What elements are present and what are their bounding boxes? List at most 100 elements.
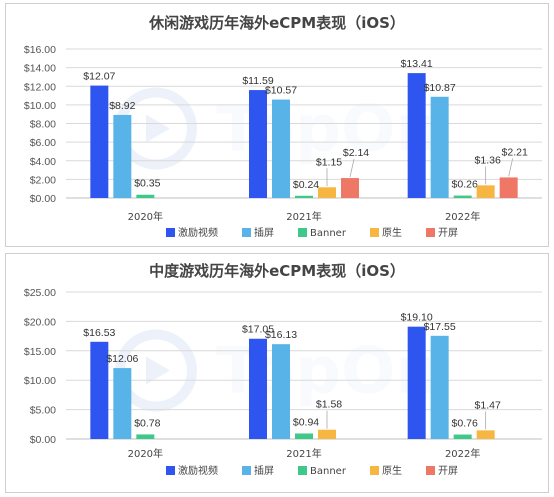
data-label-leader [508, 158, 514, 177]
legend-swatch [370, 228, 379, 237]
y-tick-label: $4.00 [30, 156, 56, 168]
data-label: $10.87 [424, 82, 456, 94]
legend-swatch [370, 466, 379, 475]
legend-label: Banner [310, 466, 347, 477]
data-label: $11.59 [242, 75, 273, 87]
bar-3-1 [318, 187, 336, 198]
data-label: $0.76 [452, 418, 478, 430]
legend-swatch [166, 466, 175, 475]
legend-label: 开屏 [438, 227, 458, 239]
y-tick-label: $14.00 [24, 63, 56, 75]
data-label: $12.06 [106, 353, 138, 365]
legend-swatch [298, 228, 307, 237]
y-tick-label: $10.00 [24, 375, 56, 387]
bar-3-2 [476, 430, 495, 439]
data-label: $1.58 [316, 399, 342, 411]
bar-2-1 [295, 433, 313, 439]
data-label: $1.15 [316, 156, 342, 168]
data-label: $1.47 [475, 399, 501, 411]
x-tick-label: 2020年 [128, 210, 163, 223]
y-tick-label: $16.00 [24, 44, 56, 56]
watermark-logo-arrow [146, 114, 170, 143]
casual-games-ecpm-chart: TopOn休闲游戏历年海外eCPM表现（iOS）$0.00$2.00$4.00$… [24, 14, 542, 239]
legend-swatch [242, 228, 251, 237]
y-tick-label: $2.00 [30, 174, 56, 186]
data-label: $0.26 [452, 179, 478, 191]
data-label: $19.10 [401, 312, 433, 324]
legend-label: 激励视频 [178, 226, 218, 239]
y-tick-label: $8.00 [30, 119, 56, 131]
midcore-games-chart-panel: TopOn 中度游戏历年海外eCPM表现（iOS） $0.00 $5.00 $10.00… [5, 253, 549, 493]
x-tick-label: 2020年 [128, 447, 163, 460]
legend-label: 激励视频 [178, 464, 218, 477]
bar-2-2 [453, 195, 472, 198]
bar-0-1 [249, 90, 267, 198]
bar-1-1 [272, 99, 290, 198]
bar-0-2 [407, 73, 426, 198]
data-label: $10.57 [265, 85, 297, 97]
x-tick-label: 2022年 [445, 447, 480, 460]
bar-0-0 [90, 85, 109, 198]
bar-0-2 [407, 326, 426, 439]
y-tick-label: $5.00 [30, 405, 56, 417]
data-label: $13.41 [401, 58, 433, 70]
legend-label: 原生 [382, 226, 402, 239]
data-label: $0.24 [293, 179, 319, 191]
bar-1-2 [430, 335, 449, 439]
data-label-leader [349, 158, 355, 178]
legend-swatch [298, 466, 307, 475]
bar-0-1 [249, 338, 267, 439]
bar-4-1 [341, 178, 359, 198]
data-label: $16.13 [265, 329, 297, 341]
bar-1-2 [430, 96, 449, 198]
data-label: $1.36 [475, 154, 501, 166]
legend-swatch [166, 228, 175, 237]
y-tick-label: $0.00 [30, 193, 56, 205]
bar-1-0 [113, 368, 132, 439]
watermark-logo-arrow [146, 356, 170, 385]
legend-swatch [426, 228, 435, 237]
data-label: $2.21 [502, 146, 528, 158]
legend-swatch [242, 466, 251, 475]
data-label: $0.94 [293, 416, 319, 428]
bar-0-0 [90, 341, 109, 439]
bar-2-2 [453, 434, 472, 439]
legend-label: 插屏 [254, 464, 274, 477]
y-tick-label: $15.00 [24, 346, 56, 358]
y-tick-label: $0.00 [30, 434, 56, 446]
bar-2-0 [136, 434, 155, 439]
y-tick-label: $12.00 [24, 81, 56, 93]
data-label: $16.53 [83, 327, 115, 339]
data-label: $0.78 [134, 417, 160, 429]
data-label: $0.35 [134, 178, 160, 190]
data-label: $12.07 [83, 71, 115, 83]
casual-games-chart-panel: TopOn 休闲游戏历年海外eCPM表现（iOS） $0.00 $2.00 $4.00 $… [5, 3, 549, 247]
legend-label: 原生 [382, 464, 402, 477]
bar-3-1 [318, 429, 336, 439]
bar-2-1 [295, 195, 313, 198]
midcore-games-ecpm-chart: TopOn中度游戏历年海外eCPM表现（iOS）$0.00$5.00$10.00… [24, 262, 542, 477]
y-tick-label: $10.00 [24, 100, 56, 112]
legend-label: 插屏 [254, 226, 274, 239]
bar-1-1 [272, 344, 290, 439]
bar-1-0 [113, 114, 132, 198]
bar-2-0 [136, 194, 155, 198]
chart-title: 休闲游戏历年海外eCPM表现（iOS） [148, 14, 405, 32]
x-tick-label: 2021年 [286, 447, 321, 460]
x-tick-label: 2022年 [445, 210, 480, 223]
legend-swatch [426, 466, 435, 475]
y-tick-label: $20.00 [24, 316, 56, 328]
bar-3-2 [476, 185, 495, 198]
legend-label: 开屏 [438, 465, 458, 477]
data-label: $17.55 [424, 321, 456, 333]
y-tick-label: $6.00 [30, 137, 56, 149]
legend-label: Banner [310, 228, 347, 239]
data-label: $2.14 [343, 147, 369, 159]
data-label: $8.92 [109, 100, 135, 112]
bar-4-2 [499, 177, 518, 198]
chart-title: 中度游戏历年海外eCPM表现（iOS） [149, 262, 405, 280]
y-tick-label: $25.00 [24, 287, 56, 299]
data-label: $17.05 [242, 324, 274, 336]
x-tick-label: 2021年 [286, 210, 321, 223]
